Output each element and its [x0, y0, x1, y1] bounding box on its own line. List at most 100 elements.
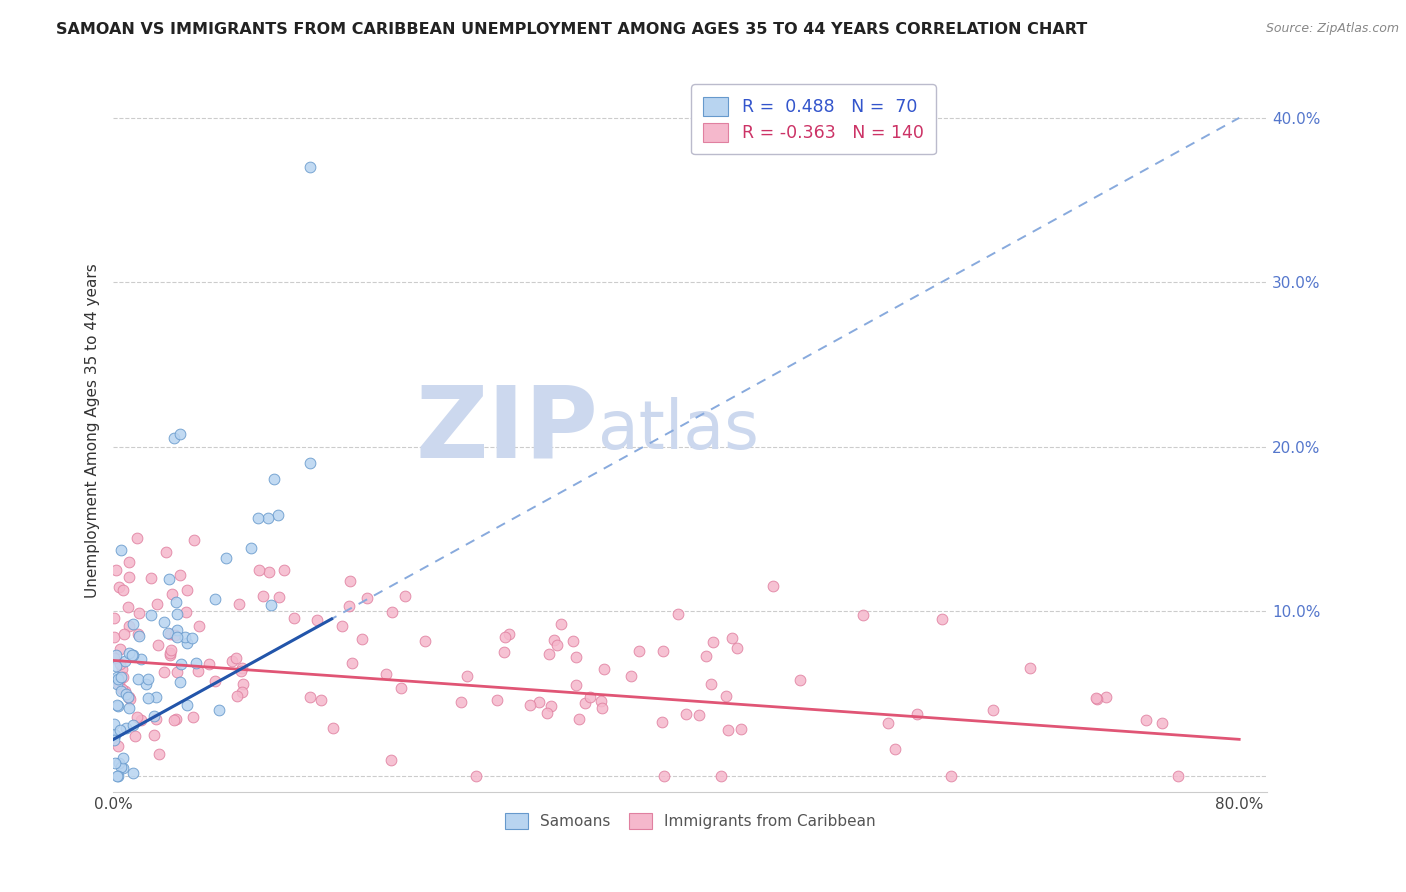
Point — [104, 563, 127, 577]
Point — [163, 628, 186, 642]
Point — [269, 590, 291, 604]
Point — [160, 643, 183, 657]
Point — [107, 756, 129, 771]
Point — [107, 698, 129, 713]
Text: Source: ZipAtlas.com: Source: ZipAtlas.com — [1265, 22, 1399, 36]
Text: SAMOAN VS IMMIGRANTS FROM CARIBBEAN UNEMPLOYMENT AMONG AGES 35 TO 44 YEARS CORRE: SAMOAN VS IMMIGRANTS FROM CARIBBEAN UNEM… — [56, 22, 1087, 37]
Point — [231, 684, 253, 698]
Point — [464, 768, 486, 782]
Point — [762, 579, 785, 593]
Point — [307, 613, 329, 627]
Point — [104, 728, 127, 742]
Point — [107, 672, 129, 686]
Text: atlas: atlas — [598, 397, 759, 463]
Point — [789, 673, 811, 688]
Point — [166, 607, 188, 621]
Point — [122, 617, 145, 632]
Point — [141, 608, 163, 623]
Point — [103, 727, 125, 741]
Point — [169, 675, 191, 690]
Point — [165, 712, 187, 726]
Point — [127, 673, 149, 687]
Point — [260, 598, 283, 612]
Point — [107, 768, 129, 782]
Point — [536, 706, 558, 720]
Point — [498, 627, 520, 641]
Point — [527, 695, 550, 709]
Point — [118, 647, 141, 661]
Point — [104, 659, 127, 673]
Point — [107, 739, 129, 753]
Point — [136, 672, 159, 686]
Point — [103, 733, 125, 747]
Point — [129, 651, 152, 665]
Point — [157, 572, 180, 586]
Point — [153, 665, 176, 680]
Point — [110, 657, 132, 672]
Point — [562, 633, 585, 648]
Point — [129, 713, 152, 727]
Point — [273, 563, 295, 577]
Point — [103, 650, 125, 665]
Point — [118, 619, 141, 633]
Point — [884, 741, 907, 756]
Point — [339, 574, 361, 589]
Point — [877, 716, 900, 731]
Point — [225, 689, 247, 703]
Point — [117, 690, 139, 705]
Point — [356, 591, 378, 606]
Point — [931, 611, 953, 625]
Point — [337, 599, 360, 613]
Point — [110, 759, 132, 773]
Point — [127, 627, 149, 641]
Point — [564, 650, 586, 665]
Point — [450, 695, 472, 709]
Point — [228, 597, 250, 611]
Point — [110, 683, 132, 698]
Point — [107, 768, 129, 782]
Point — [114, 655, 136, 669]
Point — [173, 630, 195, 644]
Point — [110, 670, 132, 684]
Point — [565, 678, 588, 692]
Point — [981, 703, 1004, 717]
Point — [125, 531, 148, 545]
Point — [148, 747, 170, 761]
Point — [256, 511, 278, 525]
Point — [104, 756, 127, 771]
Point — [118, 570, 141, 584]
Point — [122, 718, 145, 732]
Point — [593, 662, 616, 676]
Point — [143, 708, 166, 723]
Point — [652, 768, 675, 782]
Point — [1084, 690, 1107, 705]
Point — [257, 565, 280, 579]
Point — [103, 611, 125, 625]
Point — [299, 690, 322, 704]
Point — [695, 648, 717, 663]
Point — [247, 563, 270, 577]
Point — [112, 582, 135, 597]
Point — [105, 698, 128, 712]
Point — [181, 710, 204, 724]
Point — [108, 580, 131, 594]
Point — [231, 664, 253, 678]
Point — [163, 714, 186, 728]
Point — [263, 472, 285, 486]
Point — [225, 650, 247, 665]
Point — [186, 656, 208, 670]
Point — [111, 681, 134, 696]
Point — [299, 456, 322, 470]
Point — [180, 631, 202, 645]
Point — [135, 676, 157, 690]
Point — [215, 551, 238, 566]
Point — [546, 638, 568, 652]
Point — [716, 689, 738, 703]
Point — [380, 753, 402, 767]
Point — [568, 712, 591, 726]
Point — [941, 768, 963, 782]
Point — [128, 628, 150, 642]
Point — [519, 698, 541, 712]
Point — [170, 657, 193, 671]
Point — [183, 533, 205, 547]
